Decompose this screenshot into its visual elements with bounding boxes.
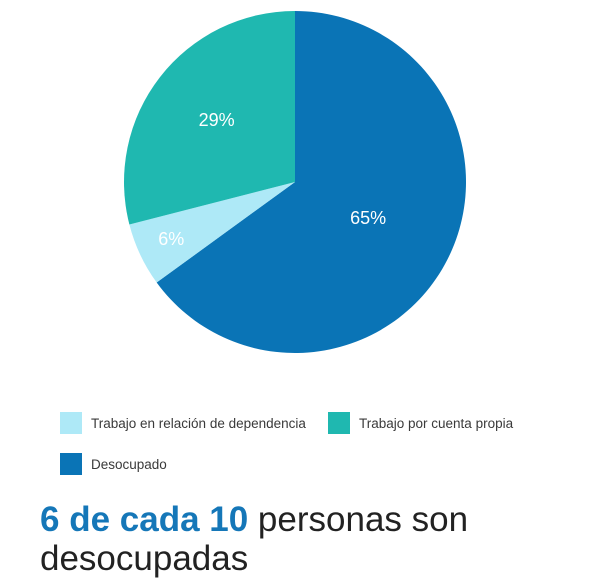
pie-label-29-pct: 29% xyxy=(199,110,235,130)
legend-item-cuenta-propia: Trabajo por cuenta propia xyxy=(328,412,513,434)
pie-chart: 65% 6% 29% xyxy=(124,11,467,353)
pie-labels: 65% 6% 29% xyxy=(158,110,386,249)
pie-slice-trabajo-por-cuenta-propia xyxy=(124,11,296,225)
legend-item-dependencia: Trabajo en relación de dependencia xyxy=(60,412,306,434)
legend-label-dependencia: Trabajo en relación de dependencia xyxy=(91,415,306,431)
legend-swatch-dependencia xyxy=(60,412,82,434)
pie-label-6-pct: 6% xyxy=(158,229,184,249)
pie-slice-desocupado xyxy=(156,11,467,353)
pie-slice-trabajo-en-relaci-n-de-dependencia xyxy=(129,182,295,283)
chart-legend: Trabajo en relación de dependencia Traba… xyxy=(60,408,580,488)
headline: 6 de cada 10 personas son desocupadas xyxy=(40,500,580,578)
headline-rest: personas son desocupadas xyxy=(40,500,469,578)
legend-swatch-desocupado xyxy=(60,453,82,475)
pie-label-65-pct: 65% xyxy=(350,208,386,228)
legend-item-desocupado: Desocupado xyxy=(60,453,167,475)
headline-highlight: 6 de cada 10 xyxy=(40,500,249,539)
legend-swatch-cuenta-propia xyxy=(328,412,350,434)
legend-label-desocupado: Desocupado xyxy=(91,456,167,472)
pie-slices xyxy=(124,11,467,353)
legend-label-cuenta-propia: Trabajo por cuenta propia xyxy=(359,415,514,431)
